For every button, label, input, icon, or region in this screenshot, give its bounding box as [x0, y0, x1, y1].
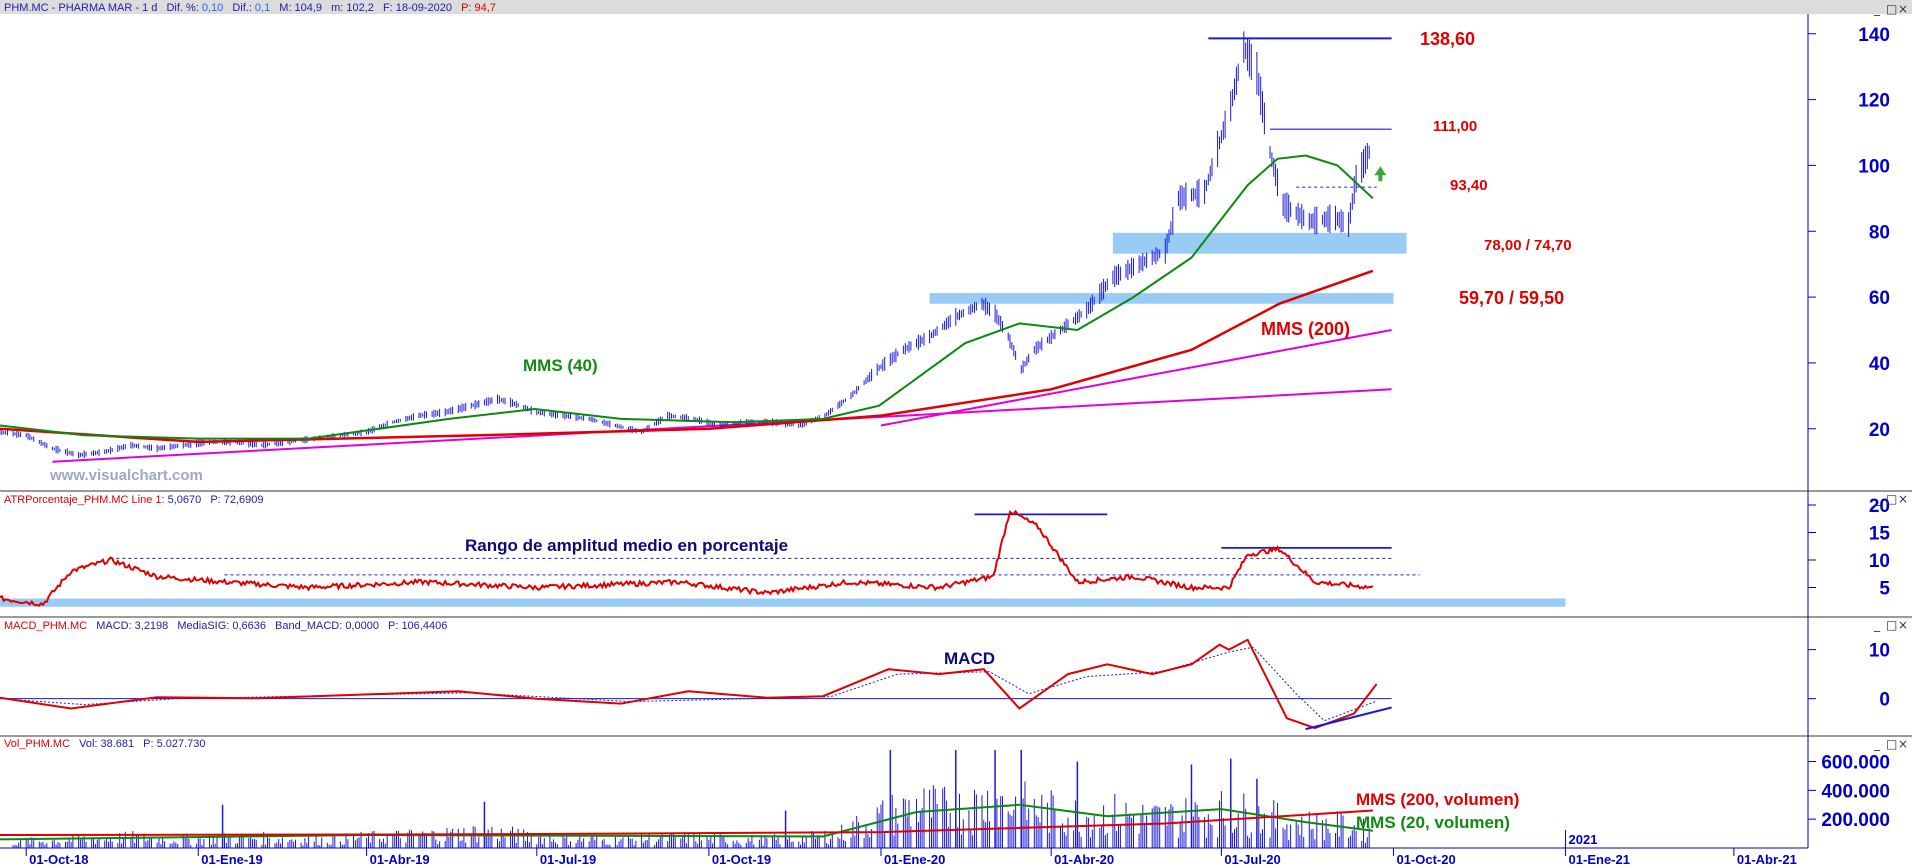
close-icon[interactable]: ×	[1898, 737, 1908, 751]
price-plot	[0, 31, 1407, 463]
maximize-icon[interactable]: □	[1886, 737, 1897, 751]
mms40-line	[0, 154, 1374, 440]
price-axis-tick-label: 140	[1858, 25, 1890, 46]
price-axis-tick-label: 60	[1869, 288, 1890, 309]
macd-axis-tick-label: 0	[1879, 690, 1890, 711]
volume-plot	[0, 750, 1374, 848]
time-tick-label: 01-Ene-19	[201, 852, 262, 867]
time-tick-label: 01-Jul-20	[1224, 852, 1280, 867]
atr-header: ATRPorcentaje_PHM.MC Line 1: 5,0670 P: 72,…	[4, 494, 263, 506]
minimize-icon[interactable]: _	[1873, 618, 1881, 632]
label-mms200v: MMS (200, volumen)	[1356, 790, 1519, 809]
macd-plot	[0, 638, 1392, 731]
minimize-icon[interactable]: _	[1873, 737, 1881, 751]
atr-plot	[0, 509, 1566, 607]
time-tick-label: 01-Abr-19	[370, 852, 430, 867]
label-mms20v: MMS (20, volumen)	[1356, 813, 1510, 832]
atr-line	[0, 509, 1374, 607]
time-tick-label: 01-Oct-20	[1396, 852, 1455, 867]
macd-header: MACD_PHM.MC MACD: 3,2198 MediaSIG: 0,6636 …	[4, 620, 447, 632]
volume-axis-tick-label: 400.000	[1821, 781, 1890, 802]
label-zone1: 78,00 / 74,70	[1484, 237, 1572, 254]
time-tick-label: 01-Oct-19	[712, 852, 771, 867]
atr-zone	[0, 598, 1566, 607]
label-macd: MACD	[944, 649, 995, 668]
volume-header: Vol_PHM.MC Vol: 38.681 P: 5.027.730	[4, 738, 206, 750]
macd-line	[0, 638, 1378, 730]
volume-panel: Vol_PHM.MC Vol: 38.681 P: 5.027.730 MMS (2…	[0, 738, 1519, 848]
value-axes: 20 40 60 80 100 120 140 5 10 15 20 0 10 200.000 400.00…	[1808, 25, 1890, 831]
minimize-icon[interactable]: _	[1873, 492, 1881, 506]
vol-mms200-line	[0, 809, 1373, 836]
label-zone2: 59,70 / 59,50	[1459, 288, 1564, 308]
maximize-icon[interactable]: □	[1886, 492, 1897, 506]
close-icon[interactable]: ×	[1898, 618, 1908, 632]
atr-panel: ATRPorcentaje_PHM.MC Line 1: 5,0670 P: 72,…	[0, 494, 1912, 618]
time-tick-label: 01-Ene-20	[884, 852, 945, 867]
support-zone-2	[929, 293, 1394, 304]
label-resistance: 111,00	[1433, 118, 1477, 135]
time-tick-label: 01-Oct-18	[29, 852, 88, 867]
macd-trendline	[1305, 706, 1392, 731]
macd-panel: MACD_PHM.MC MACD: 3,2198 MediaSIG: 0,6636 …	[0, 620, 1912, 737]
price-axis-tick-label: 40	[1869, 354, 1890, 375]
volume-axis-tick-label: 200.000	[1821, 810, 1890, 831]
vol-mms20-line	[0, 803, 1374, 841]
price-axis-tick-label: 100	[1858, 156, 1890, 177]
atr-axis-tick-label: 10	[1869, 551, 1890, 572]
time-tick-label: 01-Jul-19	[540, 852, 596, 867]
close-icon[interactable]: ×	[1898, 492, 1908, 506]
volume-axis-tick-label: 600.000	[1821, 753, 1890, 774]
price-panel: PHM.MC - PHARMA MAR - 1 d Dif. %: 0,10 Di…	[0, 0, 1912, 492]
label-atr: Rango de amplitud medio en porcentaje	[465, 536, 788, 555]
price-header-bar	[0, 0, 1912, 14]
atr-axis-tick-label: 15	[1869, 524, 1891, 545]
label-mms200: MMS (200)	[1261, 319, 1350, 339]
macd-axis-tick-label: 10	[1869, 641, 1890, 662]
price-axis-tick-label: 120	[1858, 91, 1890, 112]
time-axis: 01-Oct-18 01-Ene-19 01-Abr-19 01-Jul-19 01-O…	[25, 830, 1797, 867]
label-current: 93,40	[1450, 177, 1488, 194]
trendline-2	[880, 329, 1392, 427]
atr-axis-tick-label: 20	[1869, 496, 1890, 517]
maximize-icon[interactable]: □	[1886, 2, 1897, 16]
close-icon[interactable]: ×	[1898, 2, 1908, 16]
maximize-icon[interactable]: □	[1886, 618, 1897, 632]
minimize-icon[interactable]: _	[1873, 2, 1881, 16]
time-tick-label: 01-Abr-20	[1054, 852, 1114, 867]
up-arrow-icon	[1374, 166, 1387, 182]
window-buttons: _ □ ×_ □ ×_ □ ×_ □ ×	[1873, 2, 1908, 751]
price-axis-tick-label: 20	[1869, 420, 1890, 441]
time-tick-label: 01-Abr-21	[1737, 852, 1797, 867]
price-axis-tick-label: 80	[1869, 222, 1890, 243]
label-mms40: MMS (40)	[523, 356, 598, 375]
time-tick-label: 01-Ene-21	[1569, 852, 1630, 867]
mms200-line	[0, 269, 1374, 444]
watermark: www.visualchart.com	[49, 467, 203, 484]
support-zone-1	[1112, 232, 1407, 254]
atr-axis-tick-label: 5	[1879, 579, 1890, 600]
label-peak: 138,60	[1420, 29, 1475, 49]
macd-signal-line	[0, 646, 1377, 722]
price-header: PHM.MC - PHARMA MAR - 1 d Dif. %: 0,10 Di…	[4, 2, 496, 14]
year-marker-label: 2021	[1569, 832, 1598, 847]
